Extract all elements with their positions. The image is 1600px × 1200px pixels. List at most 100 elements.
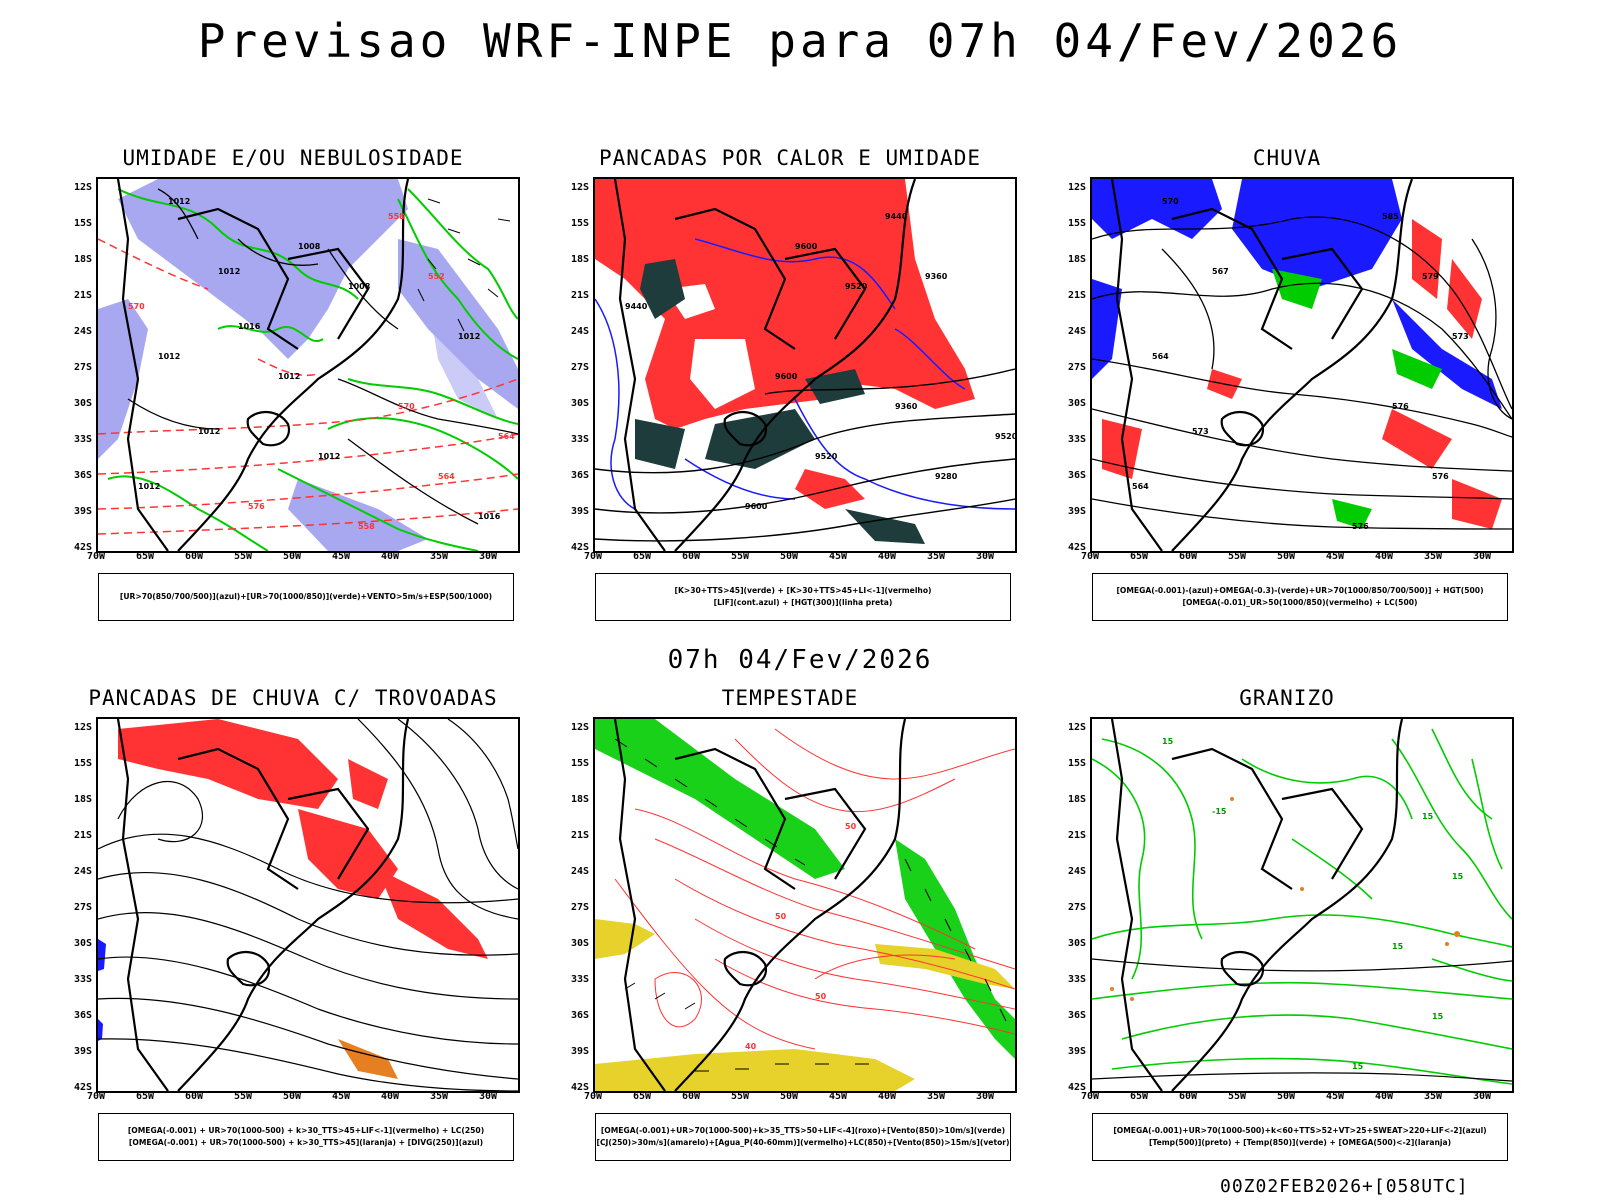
- contour-label: 1012: [218, 267, 240, 276]
- contour-label: 564: [498, 432, 515, 441]
- contour-label: 1008: [298, 242, 321, 251]
- contour-label: 1012: [278, 372, 300, 381]
- lat-tick-label: 12S: [1067, 182, 1086, 193]
- lon-tick-label: 55W: [233, 1091, 253, 1102]
- map-tempestade[interactable]: 50 50 50 40: [593, 717, 1017, 1093]
- contour-label: 564: [438, 472, 455, 481]
- lon-tick-label: 45W: [1325, 1091, 1345, 1102]
- lon-tick-label: 40W: [877, 1091, 897, 1102]
- contour-label: 15: [1392, 942, 1404, 951]
- lat-tick-label: 15S: [73, 758, 92, 769]
- contour-label: 9600: [795, 242, 818, 251]
- legend-line: [OMEGA(-0.001)+UR>70(1000-500)+k>35_TTS>…: [600, 1126, 1006, 1135]
- legend-line: [OMEGA(-0.01)_UR>50(1000/850)(vermelho) …: [1182, 598, 1418, 607]
- contour-label: 576: [1432, 472, 1449, 481]
- panel-legend: [OMEGA(-0.001) + UR>70(1000-500) + k>30_…: [98, 1113, 514, 1161]
- lat-tick-label: 15S: [73, 218, 92, 229]
- lat-tick-label: 15S: [570, 758, 589, 769]
- contour-label: 9360: [895, 402, 918, 411]
- lon-tick-label: 30W: [1472, 1091, 1492, 1102]
- map-granizo[interactable]: 15 15 15 15 15 15 -15: [1090, 717, 1514, 1093]
- contour-label: 558: [388, 212, 405, 221]
- lon-tick-label: 55W: [730, 551, 750, 562]
- lon-tick-label: 35W: [429, 1091, 449, 1102]
- lat-tick-label: 21S: [570, 830, 589, 841]
- blue-omega-area: [1092, 179, 1502, 409]
- panel-legend: [UR>70(850/700/500)](azul)+[UR>70(1000/8…: [98, 573, 514, 621]
- panel-title: UMIDADE E/OU NEBULOSIDADE: [122, 146, 464, 170]
- panel-pancadas-calor: PANCADAS POR CALOR E UMIDADE 12S 15S 18S 21…: [545, 146, 1035, 626]
- lon-tick-label: 40W: [877, 551, 897, 562]
- contour-label: 564: [1152, 352, 1169, 361]
- contour-label: 9440: [625, 302, 648, 311]
- lon-tick-label: 50W: [1276, 551, 1296, 562]
- wind-vectors: [417, 198, 511, 332]
- lon-tick-label: 40W: [380, 1091, 400, 1102]
- panel-legend: [K>30+TTS>45](verde) + [K>30+TTS>45+LI<-…: [595, 573, 1011, 621]
- wind-vectors-850: [614, 738, 1007, 1072]
- lon-tick-label: 60W: [184, 551, 204, 562]
- panel-title: PANCADAS POR CALOR E UMIDADE: [598, 146, 981, 170]
- lon-tick-label: 50W: [282, 551, 302, 562]
- lat-tick-label: 27S: [570, 362, 589, 373]
- lat-tick-label: 36S: [570, 1010, 589, 1021]
- lon-tick-label: 30W: [975, 1091, 995, 1102]
- lat-tick-label: 18S: [570, 254, 589, 265]
- panel-title: PANCADAS DE CHUVA C/ TROVOADAS: [88, 686, 498, 710]
- lat-tick-label: 27S: [1067, 902, 1086, 913]
- lat-tick-label: 27S: [1067, 362, 1086, 373]
- lat-tick-label: 24S: [1067, 866, 1086, 877]
- map-chuva[interactable]: 585 579 576 576 576 573 570 567 564 573 564: [1090, 177, 1514, 553]
- contour-label: 579: [1422, 272, 1439, 281]
- lat-tick-label: 24S: [73, 326, 92, 337]
- lat-tick-label: 21S: [73, 290, 92, 301]
- orange-area: [338, 1039, 398, 1079]
- contour-label: 558: [358, 522, 375, 531]
- contour-label: 9600: [745, 502, 768, 511]
- lat-tick-label: 33S: [1067, 974, 1086, 985]
- pressure-isobars: [127, 188, 518, 525]
- lat-tick-label: 21S: [570, 290, 589, 301]
- lon-tick-label: 55W: [1227, 551, 1247, 562]
- lon-tick-label: 65W: [1129, 551, 1149, 562]
- contour-label: 9600: [775, 372, 798, 381]
- lon-tick-label: 50W: [1276, 1091, 1296, 1102]
- contour-label: 15: [1162, 737, 1174, 746]
- lat-tick-label: 33S: [570, 434, 589, 445]
- lat-tick-label: 36S: [73, 1010, 92, 1021]
- lat-tick-label: 12S: [1067, 722, 1086, 733]
- lon-tick-label: 70W: [583, 551, 603, 562]
- lon-tick-label: 50W: [779, 551, 799, 562]
- legend-line: [UR>70(850/700/500)](azul)+[UR>70(1000/8…: [119, 592, 493, 601]
- legend-line: [K>30+TTS>45](verde) + [K>30+TTS>45+LI<-…: [674, 586, 932, 595]
- panel-umidade: UMIDADE E/OU NEBULOSIDADE 12S 15S 18S 21S 24…: [48, 146, 538, 626]
- contour-label: 552: [428, 272, 445, 281]
- contour-label: 1012: [198, 427, 220, 436]
- lon-tick-label: 30W: [1472, 551, 1492, 562]
- green-omega-area: [1272, 269, 1442, 529]
- lat-axis: 12S 15S 18S 21S 24S 27S 30S 33S 36S 39S 42S: [1042, 717, 1088, 1093]
- lat-tick-label: 30S: [73, 398, 92, 409]
- lon-tick-label: 35W: [926, 551, 946, 562]
- lat-tick-label: 18S: [1067, 254, 1086, 265]
- lon-tick-label: 65W: [632, 551, 652, 562]
- contour-label: 1016: [478, 512, 501, 521]
- lat-axis: 12S 15S 18S 21S 24S 27S 30S 33S 36S 39S 42S: [1042, 177, 1088, 553]
- legend-line: [OMEGA(-0.001) + UR>70(1000-500) + k>30_…: [127, 1126, 485, 1135]
- map-pancadas-calor[interactable]: 9600 9520 9600 9520 9600 9440 9520 9440 9360 9360…: [593, 177, 1017, 553]
- lat-tick-label: 33S: [570, 974, 589, 985]
- lon-axis: 70W 65W 60W 55W 50W 45W 40W 35W 30W: [584, 1091, 1017, 1105]
- panel-title: GRANIZO: [1239, 686, 1335, 710]
- panel-tempestade: TEMPESTADE 12S 15S 18S 21S 24S 27S 30S 33S 36S 39…: [545, 686, 1035, 1166]
- map-trovoadas[interactable]: [96, 717, 520, 1093]
- legend-line: [OMEGA(-0.001) + UR>70(1000-500) + k>30_…: [128, 1138, 484, 1147]
- lon-tick-label: 50W: [779, 1091, 799, 1102]
- contour-label: 50: [815, 992, 827, 1001]
- lat-tick-label: 36S: [1067, 470, 1086, 481]
- lat-tick-label: 12S: [570, 722, 589, 733]
- lon-tick-label: 60W: [1178, 551, 1198, 562]
- lat-tick-label: 18S: [73, 254, 92, 265]
- contour-label: 576: [1352, 522, 1369, 531]
- main-title: Previsao WRF-INPE para 07h 04/Fev/2026: [197, 14, 1403, 68]
- map-umidade[interactable]: 1012 1012 1012 1012 1012 1016 1016 1008 1008 1012…: [96, 177, 520, 553]
